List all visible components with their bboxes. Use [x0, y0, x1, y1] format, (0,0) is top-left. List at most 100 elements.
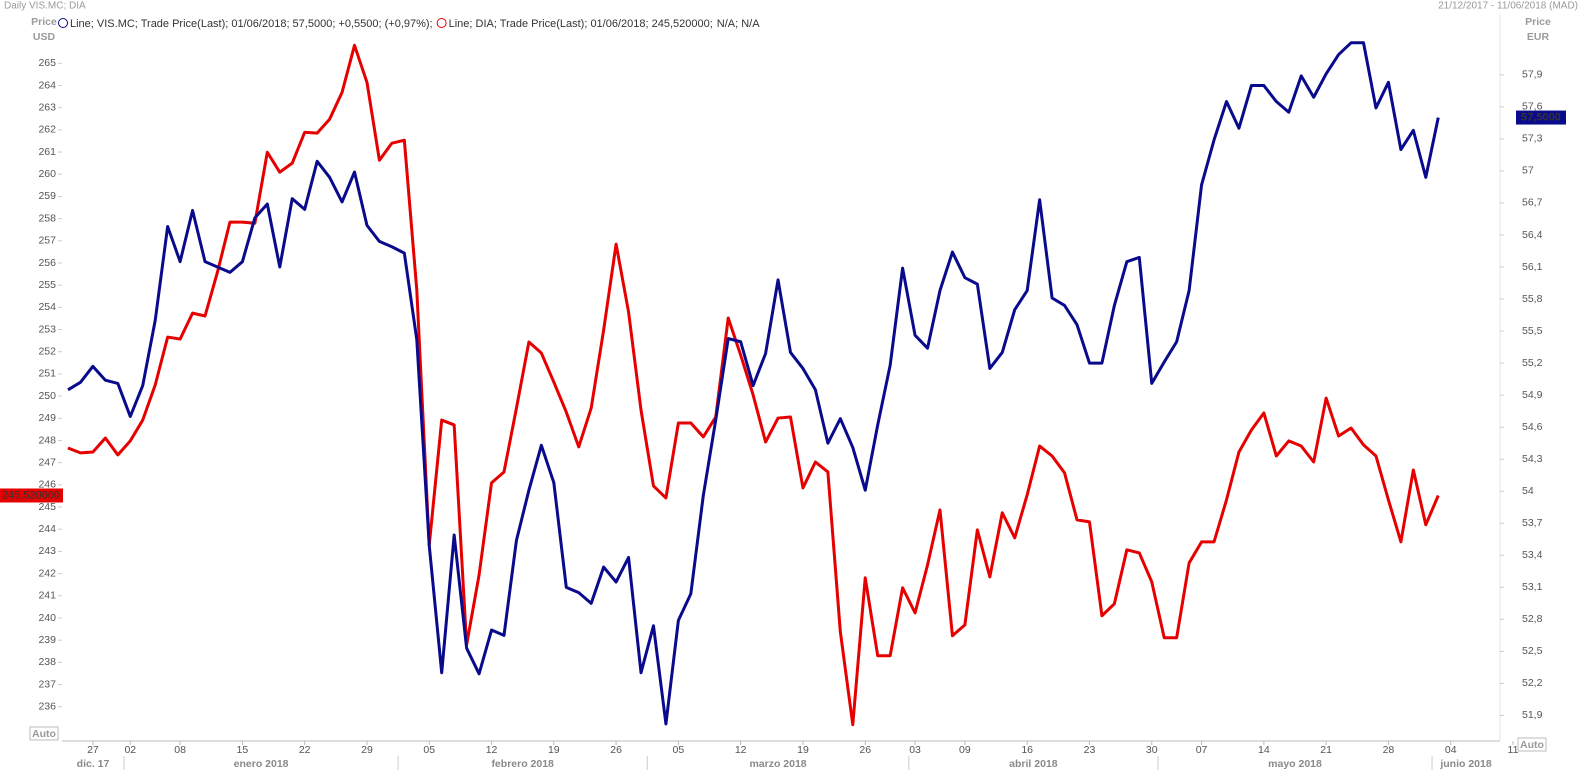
y-tick-label: 242	[38, 567, 56, 579]
x-tick-label: 23	[1084, 744, 1096, 756]
x-tick-label: 12	[735, 744, 747, 756]
last-value-box	[1516, 110, 1566, 125]
x-tick-label: 11	[1508, 744, 1519, 756]
last-value-box	[0, 488, 63, 503]
y-tick-label: 257	[38, 235, 56, 247]
y2-tick-label: 54,6	[1522, 421, 1543, 433]
x-tick-label: 04	[1445, 744, 1457, 756]
y2-tick-label: 54	[1522, 485, 1534, 497]
y2-tick-label: 51,9	[1522, 709, 1543, 721]
x-tick-label: 26	[859, 744, 871, 756]
y-tick-label: 239	[38, 634, 56, 646]
x-tick-label: 27	[87, 744, 99, 756]
x-tick-label: 09	[959, 744, 971, 756]
y2-tick-label: 55,8	[1522, 293, 1543, 305]
y-tick-label: 244	[38, 523, 56, 535]
x-tick-label: 29	[361, 744, 373, 756]
y-tick-label: 250	[38, 390, 56, 402]
y-tick-label: 243	[38, 545, 56, 557]
y-tick-label: 261	[38, 146, 56, 158]
y2-tick-label: 57,3	[1522, 133, 1543, 145]
y-tick-label: 254	[38, 301, 56, 313]
x-tick-label: 05	[673, 744, 685, 756]
y2-tick-label: 52,2	[1522, 677, 1543, 689]
x-tick-label: 19	[797, 744, 809, 756]
x-tick-label: 15	[237, 744, 249, 756]
chart-title: Daily VIS.MC; DIA	[4, 1, 86, 12]
x-tick-label: 22	[299, 744, 311, 756]
legend: Line; VIS.MC; Trade Price(Last); 01/06/2…	[58, 18, 760, 30]
x-tick-label: 28	[1383, 744, 1395, 756]
y-tick-label: 252	[38, 346, 56, 358]
y-tick-label: 249	[38, 412, 56, 424]
y2-tick-label: 54,9	[1522, 389, 1543, 401]
x-tick-label: 26	[610, 744, 622, 756]
y2-tick-label: 52,5	[1522, 645, 1543, 657]
series-line	[67, 41, 1440, 726]
last-value-label: 245,520000	[2, 489, 60, 501]
y2-tick-label: 53,7	[1522, 517, 1543, 529]
y2-tick-label: 55,2	[1522, 357, 1543, 369]
last-value-label: 57,5000	[1521, 111, 1561, 123]
y-tick-label: 255	[38, 279, 56, 291]
y-tick-label: 245	[38, 501, 56, 513]
y-tick-label: 247	[38, 456, 56, 468]
x-tick-label: 07	[1196, 744, 1208, 756]
legend-icon	[436, 18, 447, 28]
y-tick-label: 251	[38, 368, 56, 380]
y2-axis-label: EUR	[1527, 31, 1550, 43]
y2-tick-label: 54,3	[1522, 453, 1543, 465]
autoscale-button[interactable]	[1517, 737, 1547, 752]
y-tick-label: 256	[38, 257, 56, 269]
month-label: dic. 17	[77, 758, 110, 770]
y2-tick-label: 57,9	[1522, 69, 1543, 81]
x-tick-label: 19	[548, 744, 560, 756]
x-tick-label: 14	[1258, 744, 1270, 756]
y2-tick-label: 57	[1522, 165, 1534, 177]
legend-entry: Line; DIA; Trade Price(Last); 01/06/2018…	[449, 18, 713, 30]
y-tick-label: 264	[38, 79, 56, 91]
month-label: enero 2018	[234, 758, 289, 770]
x-tick-label: 16	[1021, 744, 1033, 756]
series-line	[67, 43, 1440, 727]
y-tick-label: 259	[38, 190, 56, 202]
date-range: 21/12/2017 - 11/06/2018 (MAD)	[1438, 1, 1578, 12]
x-tick-label: 21	[1320, 744, 1332, 756]
legend-icon	[58, 18, 68, 28]
y-axis-label: USD	[33, 31, 56, 43]
month-label: mayo 2018	[1268, 758, 1322, 770]
autoscale-button[interactable]	[29, 726, 59, 741]
autoscale-label: Auto	[32, 728, 56, 740]
y-tick-label: 241	[38, 590, 56, 602]
y2-tick-label: 55,5	[1522, 325, 1543, 337]
y-axis-label: Price	[31, 16, 57, 28]
legend-entry-extra: N/A; N/A	[717, 18, 760, 30]
y2-axis-label: Price	[1525, 16, 1551, 28]
legend-entry: Line; VIS.MC; Trade Price(Last); 01/06/2…	[70, 18, 433, 30]
y-tick-label: 236	[38, 701, 56, 713]
y2-tick-label: 52,8	[1522, 613, 1543, 625]
x-tick-label: 30	[1146, 744, 1158, 756]
y-tick-label: 240	[38, 612, 56, 624]
y-tick-label: 262	[38, 124, 56, 136]
x-tick-label: 02	[124, 744, 136, 756]
y2-tick-label: 53,1	[1522, 581, 1543, 593]
y2-tick-label: 56,7	[1522, 197, 1543, 209]
y2-tick-label: 56,1	[1522, 261, 1543, 273]
x-tick-label: 12	[486, 744, 498, 756]
y-tick-label: 238	[38, 656, 56, 668]
y-tick-label: 263	[38, 101, 56, 113]
month-label: marzo 2018	[749, 758, 806, 770]
y2-tick-label: 57,6	[1522, 101, 1543, 113]
month-label: febrero 2018	[491, 758, 554, 770]
month-label: junio 2018	[1439, 758, 1492, 770]
x-tick-label: 05	[423, 744, 435, 756]
y-tick-label: 248	[38, 434, 56, 446]
y-tick-label: 260	[38, 168, 56, 180]
y-tick-label: 246	[38, 479, 56, 491]
y-tick-label: 258	[38, 212, 56, 224]
y-tick-label: 253	[38, 323, 56, 335]
y2-tick-label: 56,4	[1522, 229, 1543, 241]
